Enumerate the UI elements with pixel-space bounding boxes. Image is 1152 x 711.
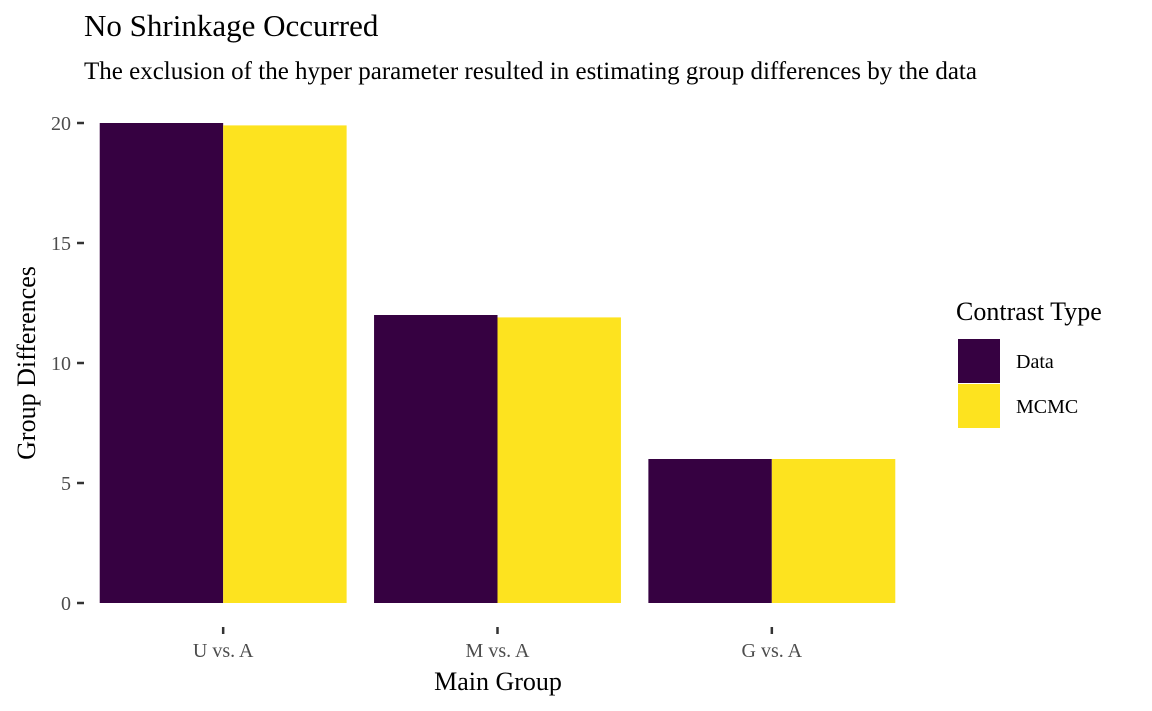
legend-key-mcmc [958, 384, 1000, 428]
x-axis-title: Main Group [434, 667, 562, 696]
y-tick-label-4: 20 [51, 113, 71, 135]
x-tick-label-1: M vs. A [466, 640, 530, 662]
y-tick-label-3: 15 [51, 233, 71, 255]
legend-key-data [958, 339, 1000, 383]
x-tick-label-0: U vs. A [193, 640, 254, 662]
bar-mcmc-2 [771, 459, 896, 603]
y-tick-label-2: 10 [51, 353, 71, 375]
bar-data-2 [648, 459, 772, 603]
x-axis: U vs. A M vs. A G vs. A [193, 627, 803, 662]
bars [99, 123, 896, 604]
legend-label-data: Data [1016, 351, 1054, 373]
bar-data-0 [99, 123, 224, 603]
legend-label-mcmc: MCMC [1016, 396, 1078, 418]
x-tick-label-2: G vs. A [742, 640, 803, 662]
legend-title: Contrast Type [956, 297, 1102, 326]
chart-subtitle: The exclusion of the hyper parameter res… [84, 58, 977, 85]
y-tick-label-0: 0 [61, 593, 71, 615]
y-axis-title: Group Differences [12, 266, 41, 460]
y-axis: 0 5 10 15 20 [51, 113, 84, 615]
bar-mcmc-0 [223, 125, 347, 604]
y-tick-label-1: 5 [61, 473, 71, 495]
legend: Contrast Type Data MCMC [956, 297, 1102, 428]
chart-title: No Shrinkage Occurred [84, 8, 379, 43]
bar-mcmc-1 [497, 317, 621, 603]
bar-data-1 [374, 315, 498, 603]
